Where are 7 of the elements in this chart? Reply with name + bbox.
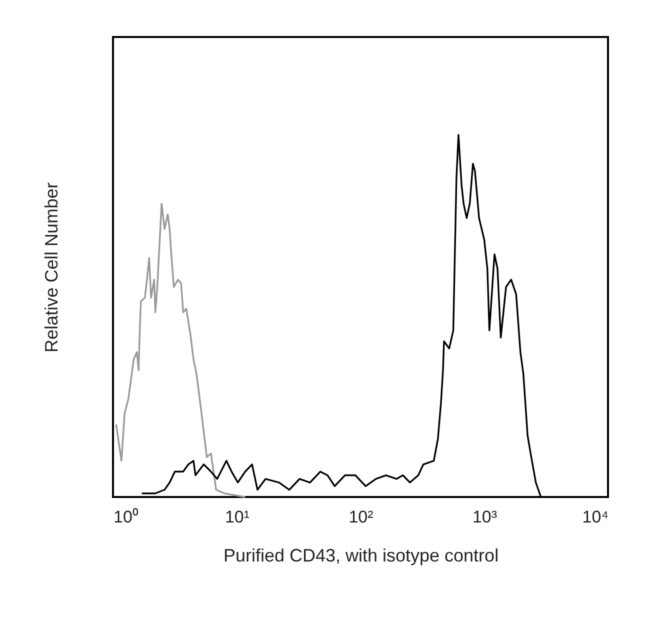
x-axis-title: Purified CD43, with isotype control <box>223 546 499 566</box>
y-axis-title: Relative Cell Number <box>42 182 62 353</box>
x-tick-label: 10³ <box>472 508 498 526</box>
x-tick-label: 10⁰ <box>114 508 138 526</box>
x-tick-label: 10¹ <box>224 508 250 526</box>
x-tick-label: 10² <box>348 508 374 526</box>
x-tick-label: 10⁴ <box>582 508 608 526</box>
